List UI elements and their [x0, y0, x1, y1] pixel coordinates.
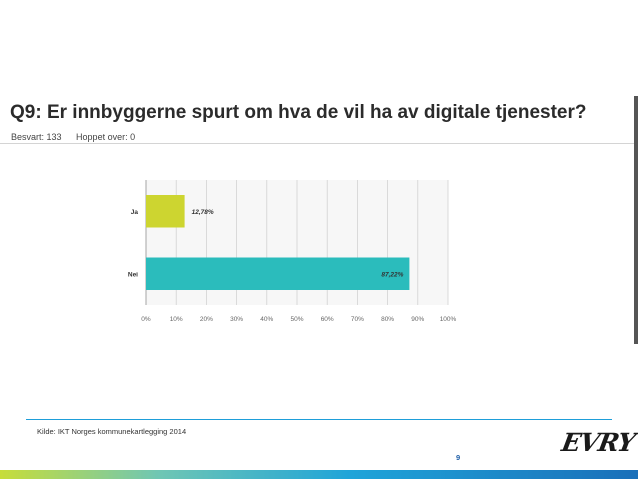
- skipped-count: Hoppet over: 0: [76, 132, 136, 142]
- x-tick-label: 80%: [381, 316, 394, 323]
- x-tick-label: 20%: [200, 316, 213, 323]
- x-tick-label: 40%: [260, 316, 273, 323]
- response-summary: Besvart: 133 Hoppet over: 0: [11, 132, 147, 142]
- x-tick-label: 90%: [411, 316, 424, 323]
- footer-divider: [26, 419, 612, 420]
- x-tick-label: 30%: [230, 316, 243, 323]
- page-number: 9: [456, 453, 461, 462]
- x-tick-label: 70%: [351, 316, 364, 323]
- value-label: 87,22%: [381, 271, 403, 278]
- slide-title: Q9: Er innbyggerne spurt om hva de vil h…: [10, 102, 587, 123]
- title-divider: [0, 143, 635, 144]
- bar-ja: [146, 195, 185, 228]
- category-label: Ja: [131, 209, 139, 216]
- answered-count: Besvart: 133: [11, 132, 62, 142]
- slide-edge-bar: [634, 96, 638, 344]
- value-label: 12,78%: [192, 209, 214, 216]
- bar-nei: [146, 257, 410, 290]
- category-label: Nei: [128, 271, 138, 278]
- evry-logo: EVRY: [559, 428, 637, 457]
- footer-gradient-bar: [0, 470, 638, 479]
- x-tick-label: 50%: [290, 316, 303, 323]
- x-tick-label: 100%: [440, 316, 457, 323]
- x-tick-label: 0%: [141, 316, 151, 323]
- x-tick-label: 10%: [170, 316, 183, 323]
- x-tick-label: 60%: [321, 316, 334, 323]
- source-note: Kilde: IKT Norges kommunekartlegging 201…: [37, 427, 187, 436]
